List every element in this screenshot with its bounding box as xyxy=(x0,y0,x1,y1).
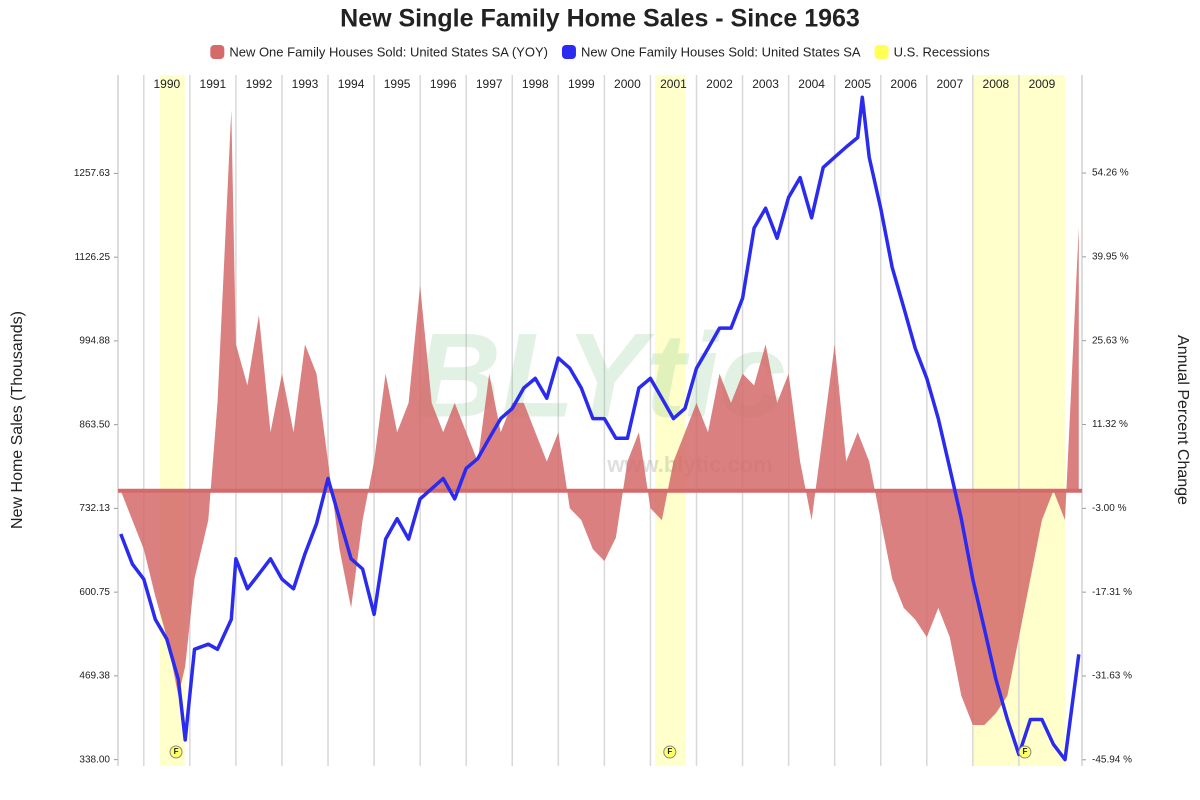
legend-label: New One Family Houses Sold: United State… xyxy=(581,44,861,59)
x-tick-label: 1992 xyxy=(246,77,273,91)
x-tick-label: 1995 xyxy=(384,77,411,91)
y-axis-title: New Home Sales (Thousands) xyxy=(9,311,26,529)
legend-swatch xyxy=(210,45,225,59)
x-tick-label: 2006 xyxy=(890,77,917,91)
x-tick-label: 2007 xyxy=(936,77,963,91)
event-marker-label: F xyxy=(1022,747,1027,756)
x-tick-label: 1994 xyxy=(338,77,365,91)
recession-band xyxy=(655,75,686,766)
y-tick-label: 600.75 xyxy=(79,587,110,598)
x-tick-label: 1993 xyxy=(292,77,319,91)
x-tick-label: 2008 xyxy=(983,77,1010,91)
x-tick-label: 2005 xyxy=(844,77,871,91)
x-tick-label: 2004 xyxy=(798,77,825,91)
x-tick-label: 1998 xyxy=(522,77,549,91)
line xyxy=(119,95,1081,762)
y2-tick-label: -3.00 % xyxy=(1092,503,1127,514)
y-tick-label: 469.38 xyxy=(79,671,110,682)
x-tick-label: 1996 xyxy=(430,77,457,91)
y2-tick-label: 11.32 % xyxy=(1092,419,1128,430)
y2-tick-label: -45.94 % xyxy=(1092,754,1132,765)
x-tick-label: 2009 xyxy=(1029,77,1056,91)
legend-swatch xyxy=(874,45,889,59)
x-tick-label: 2002 xyxy=(706,77,733,91)
legend: New One Family Houses Sold: United State… xyxy=(210,44,990,59)
y2-tick-label: -31.63 % xyxy=(1092,671,1132,682)
event-marker-label: F xyxy=(667,747,672,756)
x-tick-label: 2003 xyxy=(752,77,779,91)
area xyxy=(120,110,1079,726)
y-tick-label: 994.88 xyxy=(79,336,110,347)
y-tick-label: 1126.25 xyxy=(75,252,111,263)
x-tick-label: 1999 xyxy=(568,77,595,91)
y-tick-label: 863.50 xyxy=(79,419,110,430)
x-tick-label: 2001 xyxy=(660,77,687,91)
legend-swatch xyxy=(561,45,576,59)
event-marker xyxy=(169,745,183,759)
legend-label: U.S. Recessions xyxy=(894,44,991,59)
event-marker-label: F xyxy=(174,747,179,756)
y2-tick-label: 25.63 % xyxy=(1092,335,1129,346)
y2-tick-label: 54.26 % xyxy=(1092,168,1129,179)
y2-axis-title: Annual Percent Change xyxy=(1174,335,1191,505)
y-tick-label: 338.00 xyxy=(79,754,110,765)
y2-tick-label: 39.95 % xyxy=(1092,251,1129,262)
x-tick-label: 1997 xyxy=(476,77,503,91)
event-marker xyxy=(663,745,677,759)
x-tick-label: 2000 xyxy=(614,77,641,91)
x-tick-label: 1991 xyxy=(200,77,227,91)
y-tick-label: 1257.63 xyxy=(74,168,111,179)
legend-label: New One Family Houses Sold: United State… xyxy=(229,44,548,59)
y2-tick-label: -17.31 % xyxy=(1092,587,1132,598)
chart-title: New Single Family Home Sales - Since 196… xyxy=(340,5,860,33)
event-marker xyxy=(1018,745,1032,759)
x-tick-label: 1990 xyxy=(153,77,180,91)
y-tick-label: 732.13 xyxy=(79,503,110,514)
